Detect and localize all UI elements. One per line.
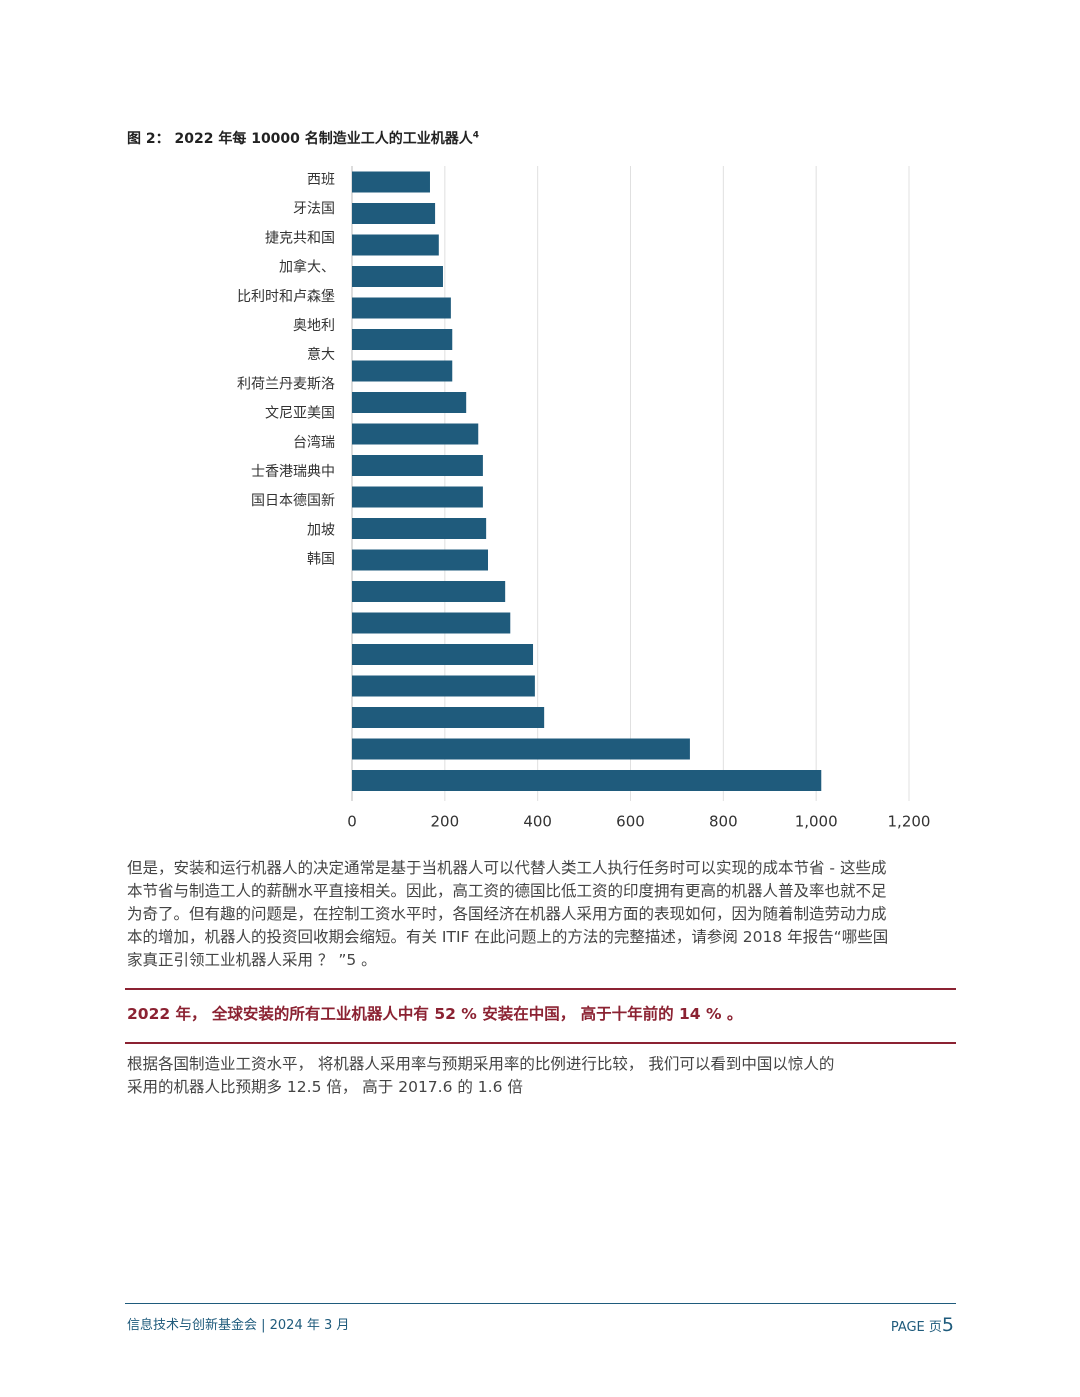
- footer-left: 信息技术与创新基金会 | 2024 年 3 月: [127, 1318, 350, 1333]
- x-tick-label: 0: [347, 813, 357, 831]
- text-line: 根据各国制造业工资水平， 将机器人采用率与预期采用率的比例进行比较， 我们可以看…: [127, 1055, 835, 1073]
- x-tick-label: 600: [616, 813, 645, 831]
- bar: [352, 329, 453, 350]
- bar: [352, 518, 487, 539]
- bar: [352, 203, 436, 224]
- bar: [352, 612, 511, 634]
- bar: [352, 549, 489, 571]
- bar: [352, 644, 534, 665]
- bar: [352, 171, 430, 193]
- x-tick-label: 200: [431, 813, 460, 831]
- x-tick-label: 400: [523, 813, 552, 831]
- bar: [352, 392, 467, 413]
- bar: [352, 455, 483, 476]
- bar: [352, 675, 535, 697]
- y-tick-label: 文尼亚美国: [265, 406, 335, 422]
- page-number: 5: [941, 1314, 954, 1336]
- y-tick-label: 国日本德国新: [251, 493, 335, 509]
- figure-title-block: 图 2： 2022 年每 10000 名制造业工人的工业机器人4: [127, 128, 479, 148]
- text-line: 为奇了。但有趣的问题是，在控制工资水平时，各国经济在机器人采用方面的表现如何，因…: [127, 905, 887, 923]
- x-tick-label: 1,200: [888, 813, 931, 831]
- x-tick-label: 1,000: [795, 813, 838, 831]
- text-line: 本的增加，机器人的投资回收期会缩短。有关 ITIF 在此问题上的方法的完整描述，…: [127, 928, 889, 946]
- bar: [352, 770, 822, 791]
- paragraph: 但是，安装和运行机器人的决定通常是基于当机器人可以代替人类工人执行任务时可以实现…: [127, 857, 888, 972]
- bar: [352, 423, 479, 445]
- bar: [352, 707, 545, 728]
- y-tick-label: 意大: [307, 346, 335, 363]
- y-tick-label: 加坡: [307, 522, 335, 538]
- callout: 2022 年， 全球安装的所有工业机器人中有 52 % 安装在中国， 高于十年前…: [127, 1005, 743, 1023]
- y-tick-label: 捷克共和国: [265, 230, 335, 246]
- bar: [352, 738, 690, 760]
- footer-page: PAGE 页5: [891, 1314, 954, 1336]
- page-label: PAGE 页: [890, 1320, 942, 1335]
- y-tick-label: 韩国: [307, 552, 335, 568]
- callout-box: 2022 年， 全球安装的所有工业机器人中有 52 % 安装在中国， 高于十年前…: [125, 988, 956, 1044]
- y-tick-label: 奥地利: [293, 317, 335, 334]
- text-line: 采用的机器人比预期多 12.5 倍， 高于 2017.6 的 1.6 倍: [127, 1078, 523, 1096]
- y-tick-label: 台湾瑞: [293, 434, 335, 451]
- y-tick-label: 加拿大、: [279, 259, 335, 276]
- bar: [352, 486, 483, 508]
- figure-note: 4: [472, 130, 480, 141]
- footer-rule: [125, 1303, 956, 1304]
- y-tick-label: 士香港瑞典中: [251, 464, 335, 480]
- y-tick-label: 比利时和卢森堡: [237, 289, 335, 305]
- paragraph: 根据各国制造业工资水平， 将机器人采用率与预期采用率的比例进行比较， 我们可以看…: [127, 1053, 834, 1099]
- bar: [352, 581, 506, 602]
- bar: [352, 360, 453, 382]
- y-tick-label: 利荷兰丹麦斯洛: [237, 376, 335, 392]
- text-line: 本节省与制造工人的薪酬水平直接相关。因此，高工资的德国比低工资的印度拥有更高的机…: [127, 882, 887, 900]
- x-tick-label: 800: [709, 813, 738, 831]
- text-line: 但是，安装和运行机器人的决定通常是基于当机器人可以代替人类工人执行任务时可以实现…: [127, 859, 887, 877]
- bar: [352, 234, 439, 256]
- chart: 0 200 400 600 800 1,000 1,200 西班牙法国捷克共和国加拿大、比利时…: [237, 166, 931, 831]
- bar: [352, 297, 451, 319]
- text-line: 家真正引领工业机器人采用 ？ ”5 。: [127, 951, 377, 969]
- bar: [352, 266, 443, 287]
- figure-title: 图 2： 2022 年每 10000 名制造业工人的工业机器人: [127, 131, 473, 147]
- y-tick-label: 牙法国: [293, 201, 335, 217]
- y-tick-label: 西班: [307, 172, 335, 188]
